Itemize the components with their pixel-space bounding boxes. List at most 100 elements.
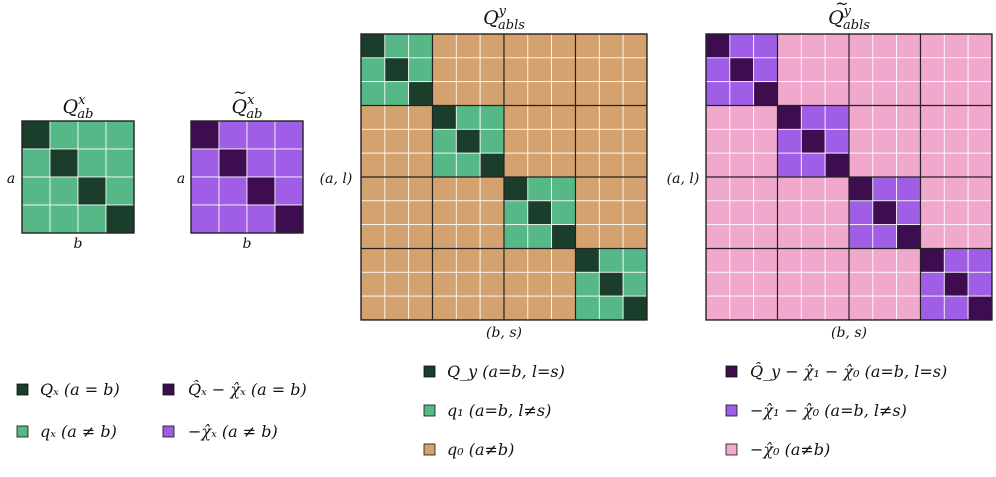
matrix-cell	[551, 57, 576, 83]
matrix-qy-col-label: (b, s)	[486, 325, 522, 341]
matrix-cell	[274, 204, 304, 234]
matrix-frame	[190, 120, 304, 234]
matrix-cell	[622, 152, 648, 178]
matrix-cell	[551, 248, 576, 273]
matrix-cell	[575, 81, 600, 106]
matrix-qy-tilde: ~ Qy abls (a, l) (b, s)	[667, 0, 993, 341]
matrix-cell	[705, 105, 731, 130]
matrix-cell	[920, 295, 945, 321]
matrix-cell	[384, 152, 410, 178]
matrix-cell	[705, 33, 731, 59]
matrix-cell	[455, 271, 481, 297]
matrix-cell	[503, 152, 529, 178]
tilde-mark: ~	[233, 83, 246, 102]
matrix-cell	[503, 295, 529, 321]
matrix-cell	[729, 33, 755, 59]
matrix-cell	[943, 200, 969, 226]
matrix-cell	[967, 271, 993, 297]
matrix-cell	[551, 224, 576, 249]
matrix-cell	[503, 33, 529, 59]
matrix-cell	[575, 33, 600, 59]
matrix-cell	[455, 176, 481, 202]
matrix-cell	[920, 128, 945, 154]
matrix-cell	[967, 105, 993, 130]
matrix-cell	[384, 128, 410, 154]
matrix-cell	[753, 224, 778, 249]
matrix-cell	[848, 57, 874, 83]
matrix-cell	[848, 105, 874, 130]
matrix-cell	[943, 176, 969, 202]
matrix-cell	[432, 57, 457, 83]
matrix-cell	[503, 224, 529, 249]
matrix-cell	[943, 271, 969, 297]
matrix-cell	[384, 271, 410, 297]
matrix-frame	[21, 120, 135, 234]
matrix-cell	[872, 33, 898, 59]
matrix-cell	[800, 200, 826, 226]
matrix-cell	[49, 120, 79, 150]
matrix-cell	[872, 152, 898, 178]
matrix-cell	[800, 224, 826, 249]
matrix-cell	[384, 295, 410, 321]
matrix-cell	[360, 152, 386, 178]
matrix-cell	[503, 128, 529, 154]
legend-swatch	[423, 365, 436, 378]
matrix-cell	[77, 176, 107, 206]
matrix-cell	[824, 57, 850, 83]
legend-label: Q̂ₓ − χ̂ₓ (a = b)	[188, 380, 307, 399]
matrix-cell	[729, 295, 755, 321]
matrix-cell	[527, 176, 553, 202]
matrix-cell	[920, 105, 945, 130]
matrix-cell	[800, 295, 826, 321]
matrix-cell	[753, 200, 778, 226]
matrix-cell	[527, 271, 553, 297]
matrix-cell	[503, 57, 529, 83]
matrix-cell	[527, 295, 553, 321]
matrix-cell	[598, 81, 624, 106]
matrix-cell	[967, 295, 993, 321]
matrix-cell	[943, 152, 969, 178]
matrix-cell	[575, 152, 600, 178]
legend-label: qₓ (a ≠ b)	[40, 422, 117, 441]
matrix-cell	[190, 120, 220, 150]
matrix-cell	[777, 81, 802, 106]
matrix-cell	[360, 81, 386, 106]
matrix-cell	[503, 81, 529, 106]
legend-swatch	[725, 365, 738, 378]
matrix-cell	[872, 271, 898, 297]
matrix-cell	[360, 57, 386, 83]
legend-qx-tilde: Q̂ₓ − χ̂ₓ (a = b) −χ̂ₓ (a ≠ b)	[162, 380, 307, 441]
legend-swatch	[16, 425, 29, 438]
matrix-cell	[598, 248, 624, 273]
matrix-cell	[920, 33, 945, 59]
matrix-cell	[479, 33, 505, 59]
matrix-cell	[622, 271, 648, 297]
matrix-cell	[777, 176, 802, 202]
matrix-cell	[246, 120, 276, 150]
matrix-cell	[777, 271, 802, 297]
matrix-cell	[824, 176, 850, 202]
legend-label: q₁ (a=b, l≠s)	[447, 401, 551, 420]
legend-label: −χ̂₀ (a≠b)	[750, 440, 830, 459]
matrix-cell	[479, 105, 505, 130]
matrix-cell	[479, 271, 505, 297]
matrix-cell	[432, 295, 457, 321]
matrix-cell	[848, 33, 874, 59]
matrix-cell	[105, 204, 135, 234]
matrix-cell	[274, 176, 304, 206]
matrix-cell	[575, 271, 600, 297]
matrix-cell	[943, 81, 969, 106]
legend-label: −χ̂₁ − χ̂₀ (a=b, l≠s)	[750, 401, 907, 420]
legend-label: Q̂_y − χ̂₁ − χ̂₀ (a=b, l=s)	[750, 362, 947, 381]
matrix-cell	[408, 295, 433, 321]
matrix-cell	[408, 152, 433, 178]
matrix-cell	[432, 33, 457, 59]
matrix-qy: Qy abls (a, l) (b, s)	[320, 4, 648, 341]
matrix-cell	[872, 200, 898, 226]
matrix-cell	[479, 248, 505, 273]
matrix-cell	[479, 224, 505, 249]
matrix-cell	[729, 248, 755, 273]
matrix-cell	[575, 200, 600, 226]
matrix-cell	[479, 295, 505, 321]
matrix-cell	[824, 295, 850, 321]
